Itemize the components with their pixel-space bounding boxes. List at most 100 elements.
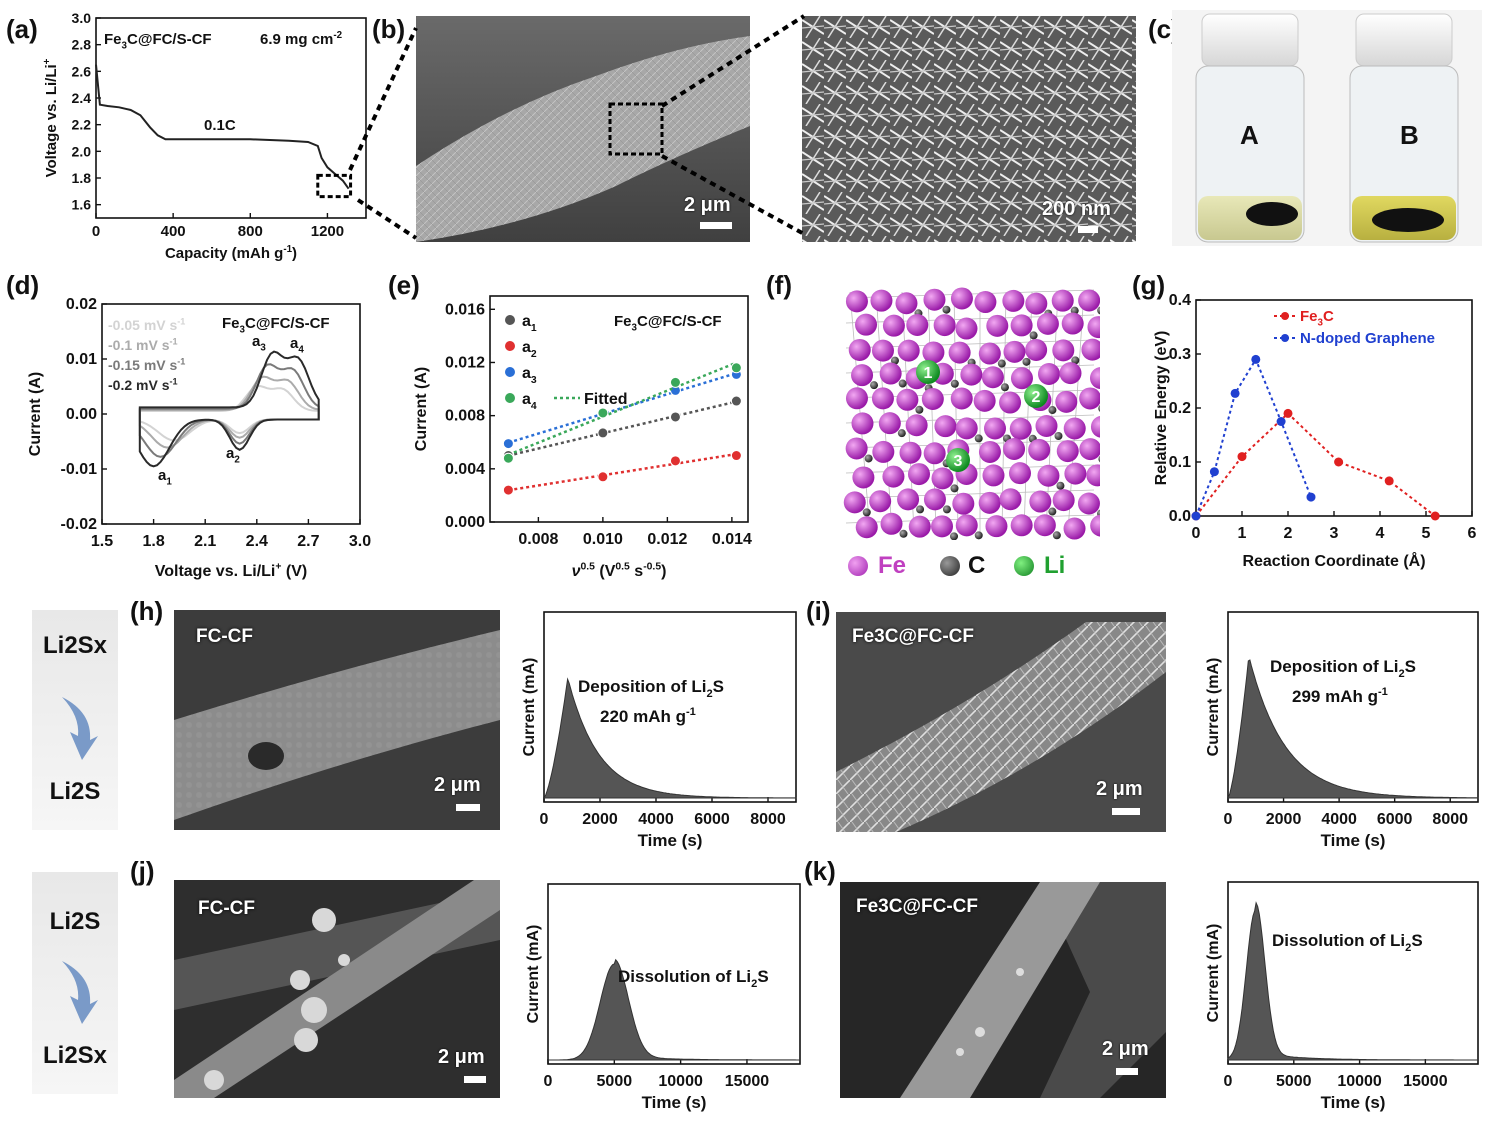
x-tick-label: 6 bbox=[1468, 525, 1477, 542]
y-tick-label: 0.0 bbox=[1169, 508, 1191, 525]
scale-bar-i bbox=[1112, 808, 1140, 815]
flow-box-bottom: Li2S Li2Sx bbox=[32, 872, 118, 1094]
fe-atom bbox=[923, 442, 946, 465]
fe-atom bbox=[1079, 387, 1100, 410]
chart-e-peak-current-fit: 0.008 0.010 0.012 0.014 0.000 0.004 0.008 0.012… bbox=[413, 295, 752, 580]
fe-atom bbox=[950, 287, 973, 310]
y-axis-label: Current (A) bbox=[413, 367, 430, 451]
fe-atom bbox=[882, 465, 905, 488]
li-site-label: 3 bbox=[954, 453, 963, 470]
data-point bbox=[597, 407, 609, 419]
fe-atom bbox=[870, 289, 893, 312]
fe-atom bbox=[879, 362, 902, 385]
li-atom bbox=[946, 448, 970, 472]
fe-atom bbox=[1061, 312, 1084, 335]
c-atom bbox=[870, 381, 879, 390]
bond bbox=[849, 291, 871, 533]
x-tick-label: 0 bbox=[1224, 1073, 1233, 1090]
fe-atom bbox=[1008, 462, 1031, 485]
fe-atom bbox=[845, 437, 868, 460]
c-atom bbox=[1097, 306, 1100, 315]
loading-label: 6.9 mg cm-2​ bbox=[260, 30, 343, 48]
fe-atom bbox=[1081, 338, 1100, 361]
peak-label: a1​ bbox=[158, 467, 172, 488]
fe-atom bbox=[855, 313, 878, 336]
flow-top-to: Li2S bbox=[49, 778, 101, 805]
y-tick-label: 1.8 bbox=[72, 170, 92, 186]
fe-atom bbox=[978, 440, 1001, 463]
structure-legend: Fe C Li bbox=[848, 552, 1108, 584]
x-tick-label: 2.7 bbox=[297, 533, 319, 550]
c-atom bbox=[950, 484, 959, 493]
fe-atom bbox=[895, 292, 918, 315]
fe-atom bbox=[1090, 415, 1100, 438]
fe-atom bbox=[905, 414, 928, 437]
fe-atom bbox=[1037, 363, 1060, 386]
sem-label-k: Fe3C@FC-CF bbox=[856, 896, 978, 917]
x-tick-label: 2000 bbox=[582, 811, 618, 828]
data-point bbox=[1334, 457, 1344, 467]
scale-label-i: 2 μm bbox=[1096, 778, 1143, 800]
fe-legend-icon bbox=[848, 556, 868, 576]
x-tick-label: 10000 bbox=[658, 1073, 703, 1090]
fe-atom bbox=[869, 490, 892, 513]
y-tick-label: 0.02 bbox=[66, 296, 97, 313]
fe-atom bbox=[1052, 339, 1075, 362]
legend-marker bbox=[505, 393, 515, 403]
bond bbox=[953, 291, 959, 533]
fe-atom bbox=[899, 441, 922, 464]
y-tick-label: 0.004 bbox=[445, 461, 485, 478]
fe-atom bbox=[1056, 440, 1079, 463]
scale-bar-j bbox=[464, 1076, 486, 1083]
fe-atom bbox=[1010, 314, 1033, 337]
fe-atom bbox=[952, 492, 975, 515]
x-tick-label: 2.4 bbox=[246, 533, 268, 550]
x-tick-label: 0.008 bbox=[518, 531, 558, 548]
c-atom bbox=[950, 532, 959, 540]
y-tick-label: 0.000 bbox=[445, 514, 485, 531]
fe-atom bbox=[880, 512, 903, 535]
fe-atom bbox=[845, 290, 868, 313]
x-tick-label: 15000 bbox=[725, 1073, 770, 1090]
data-point bbox=[1237, 452, 1247, 462]
fe-atom bbox=[878, 412, 901, 435]
x-tick-label: 5 bbox=[1422, 525, 1431, 542]
data-point bbox=[669, 411, 681, 423]
data-point bbox=[597, 471, 609, 483]
fe-atom bbox=[974, 291, 997, 314]
panel-label-f: (f) bbox=[766, 270, 792, 300]
fe-atom bbox=[931, 467, 954, 490]
scale-label-h: 2 μm bbox=[434, 774, 481, 796]
y-tick-label: 0.008 bbox=[445, 408, 485, 425]
fe-atom bbox=[871, 339, 894, 362]
plot-frame bbox=[543, 611, 797, 803]
fe-atom bbox=[960, 363, 983, 386]
y-tick-label: 0.016 bbox=[445, 301, 485, 318]
legend-marker bbox=[1281, 312, 1289, 320]
fe-atom bbox=[1037, 464, 1060, 487]
c-legend-label: C bbox=[968, 552, 986, 579]
fe-atom bbox=[973, 389, 996, 412]
chart-j-dissolution: 0 5000 10000 15000 Dissolution of Li2S Time (… bbox=[525, 883, 801, 1112]
x-axis-label: Time (s) bbox=[642, 1093, 707, 1112]
fe-atom bbox=[923, 288, 946, 311]
panel-label-a: (a) bbox=[6, 14, 38, 44]
vial-label-b: B bbox=[1400, 120, 1419, 150]
data-point bbox=[730, 450, 742, 462]
data-point bbox=[502, 438, 514, 450]
annotation: Dissolution of Li2S bbox=[618, 967, 769, 990]
x-tick-label: 1200 bbox=[311, 223, 344, 240]
voltage-curve bbox=[95, 64, 350, 190]
crystal-structure-fe3c: 1 2 3 bbox=[843, 287, 1100, 540]
fe-atom bbox=[1028, 438, 1051, 461]
fe-atom bbox=[1086, 464, 1100, 487]
x-axis-label: ν0.5​ (V0.5 s-0.5​) bbox=[572, 562, 667, 580]
x-tick-label: 2.1 bbox=[194, 533, 216, 550]
fe-atom bbox=[921, 387, 944, 410]
li-legend-icon bbox=[1014, 556, 1034, 576]
chart-h-deposition: 0 2000 4000 6000 8000 Deposition of Li2S 220 m… bbox=[521, 611, 797, 850]
cv-curve bbox=[138, 350, 320, 468]
data-point bbox=[1276, 417, 1286, 426]
x-axis-label: Voltage vs. Li/Li+​ (V) bbox=[155, 562, 307, 580]
legend-entry: -0.2 mV s-1​ bbox=[108, 376, 178, 393]
